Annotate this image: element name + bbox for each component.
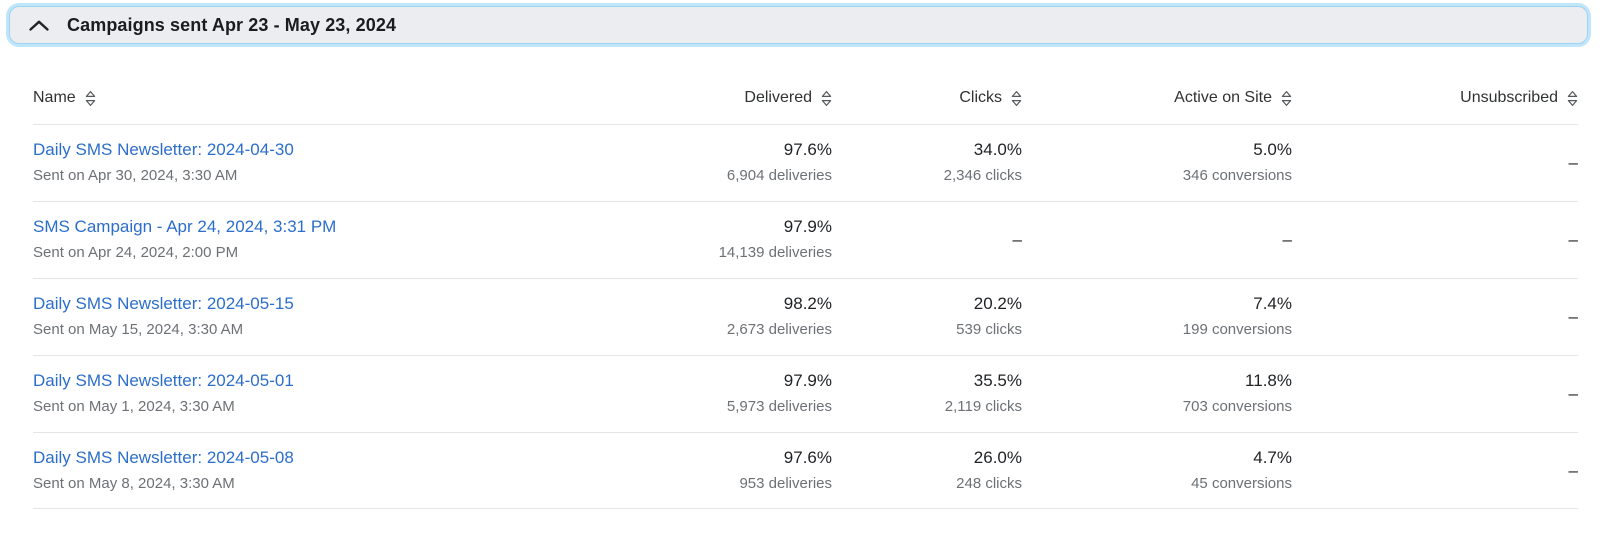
delivered-percent: 97.6% (783, 447, 832, 467)
delivered-count: 6,904 deliveries (726, 167, 832, 184)
name-cell: Daily SMS Newsletter: 2024-05-15 Sent on… (33, 279, 682, 355)
sort-icon[interactable] (1011, 90, 1022, 107)
clicks-cell: 34.0% 2,346 clicks (832, 125, 1022, 201)
campaign-link[interactable]: Daily SMS Newsletter: 2024-04-30 (33, 140, 294, 159)
unsubscribed-value: – (1568, 153, 1578, 172)
campaigns-table: Name Delivered Clicks Active on Site Uns… (33, 72, 1578, 509)
active-count: 45 conversions (1191, 474, 1292, 492)
sort-icon[interactable] (821, 90, 832, 107)
delivered-count: 14,139 deliveries (718, 244, 832, 261)
table-row: Daily SMS Newsletter: 2024-05-01 Sent on… (33, 355, 1578, 432)
active-count: 346 conversions (1182, 167, 1292, 184)
name-cell: Daily SMS Newsletter: 2024-04-30 Sent on… (33, 125, 682, 201)
sort-icon[interactable] (85, 90, 96, 107)
campaign-link[interactable]: SMS Campaign - Apr 24, 2024, 3:31 PM (33, 217, 337, 236)
campaign-link[interactable]: Daily SMS Newsletter: 2024-05-15 (33, 294, 294, 313)
clicks-cell: – (832, 202, 1022, 278)
column-label: Delivered (744, 89, 812, 106)
column-label: Name (33, 89, 76, 106)
clicks-cell: 20.2% 539 clicks (832, 279, 1022, 355)
campaign-sent-date: Sent on May 1, 2024, 3:30 AM (33, 398, 235, 415)
delivered-cell: 97.6% 953 deliveries (682, 433, 832, 508)
column-header-name[interactable]: Name (33, 89, 682, 107)
table-row: SMS Campaign - Apr 24, 2024, 3:31 PM Sen… (33, 201, 1578, 278)
name-cell: Daily SMS Newsletter: 2024-05-08 Sent on… (33, 433, 682, 508)
unsubscribed-cell: – (1292, 433, 1578, 508)
delivered-percent: 97.9% (783, 371, 832, 390)
campaign-sent-date: Sent on Apr 24, 2024, 2:00 PM (33, 244, 239, 261)
clicks-count: 539 clicks (956, 321, 1022, 338)
clicks-cell: 26.0% 248 clicks (832, 433, 1022, 508)
column-label: Active on Site (1174, 89, 1272, 106)
active-percent: 7.4% (1253, 294, 1292, 313)
delivered-count: 2,673 deliveries (726, 321, 832, 338)
active-percent: 4.7% (1253, 447, 1292, 467)
campaign-link[interactable]: Daily SMS Newsletter: 2024-05-01 (33, 371, 294, 390)
table-row: Daily SMS Newsletter: 2024-05-08 Sent on… (33, 432, 1578, 509)
unsubscribed-cell: – (1292, 356, 1578, 432)
delivered-count: 5,973 deliveries (726, 398, 832, 415)
delivered-cell: 98.2% 2,673 deliveries (682, 279, 832, 355)
delivered-cell: 97.6% 6,904 deliveries (682, 125, 832, 201)
unsubscribed-cell: – (1292, 125, 1578, 201)
sort-icon[interactable] (1567, 90, 1578, 107)
active-on-site-cell: 11.8% 703 conversions (1022, 356, 1292, 432)
delivered-percent: 97.9% (783, 217, 832, 236)
clicks-percent: 26.0% (973, 447, 1022, 467)
unsubscribed-cell: – (1292, 279, 1578, 355)
campaign-sent-date: Sent on May 8, 2024, 3:30 AM (33, 474, 235, 492)
active-on-site-cell: – (1022, 202, 1292, 278)
active-percent: – (1282, 230, 1292, 249)
unsubscribed-value: – (1568, 460, 1578, 480)
campaign-sent-date: Sent on Apr 30, 2024, 3:30 AM (33, 167, 238, 184)
clicks-count: 2,346 clicks (943, 167, 1022, 184)
unsubscribed-value: – (1568, 384, 1578, 403)
active-on-site-cell: 7.4% 199 conversions (1022, 279, 1292, 355)
sort-icon[interactable] (1281, 90, 1292, 107)
column-header-delivered[interactable]: Delivered (682, 89, 832, 107)
column-header-clicks[interactable]: Clicks (832, 89, 1022, 107)
clicks-percent: 35.5% (973, 371, 1022, 390)
delivered-cell: 97.9% 5,973 deliveries (682, 356, 832, 432)
delivered-cell: 97.9% 14,139 deliveries (682, 202, 832, 278)
delivered-percent: 98.2% (783, 294, 832, 313)
active-count: 199 conversions (1182, 321, 1292, 338)
clicks-count: 248 clicks (956, 474, 1022, 492)
campaigns-section-header[interactable]: Campaigns sent Apr 23 - May 23, 2024 (9, 6, 1588, 44)
active-on-site-cell: 5.0% 346 conversions (1022, 125, 1292, 201)
column-header-active-on-site[interactable]: Active on Site (1022, 89, 1292, 107)
clicks-cell: 35.5% 2,119 clicks (832, 356, 1022, 432)
clicks-percent: 20.2% (973, 294, 1022, 313)
active-on-site-cell: 4.7% 45 conversions (1022, 433, 1292, 508)
unsubscribed-cell: – (1292, 202, 1578, 278)
column-header-unsubscribed[interactable]: Unsubscribed (1292, 89, 1578, 107)
delivered-count: 953 deliveries (739, 474, 832, 492)
section-title: Campaigns sent Apr 23 - May 23, 2024 (67, 14, 397, 35)
column-label: Unsubscribed (1460, 89, 1558, 106)
table-row: Daily SMS Newsletter: 2024-05-15 Sent on… (33, 278, 1578, 355)
clicks-count: 2,119 clicks (944, 398, 1022, 415)
active-percent: 5.0% (1253, 140, 1292, 159)
active-percent: 11.8% (1245, 371, 1292, 390)
clicks-percent: – (1012, 230, 1022, 249)
name-cell: SMS Campaign - Apr 24, 2024, 3:31 PM Sen… (33, 202, 682, 278)
column-label: Clicks (959, 89, 1002, 106)
active-count: 703 conversions (1182, 398, 1292, 415)
name-cell: Daily SMS Newsletter: 2024-05-01 Sent on… (33, 356, 682, 432)
table-row: Daily SMS Newsletter: 2024-04-30 Sent on… (33, 124, 1578, 201)
campaign-link[interactable]: Daily SMS Newsletter: 2024-05-08 (33, 447, 294, 467)
campaign-sent-date: Sent on May 15, 2024, 3:30 AM (33, 321, 244, 338)
clicks-percent: 34.0% (973, 140, 1022, 159)
unsubscribed-value: – (1568, 307, 1578, 326)
delivered-percent: 97.6% (783, 140, 832, 159)
table-header-row: Name Delivered Clicks Active on Site Uns… (33, 72, 1578, 124)
chevron-up-icon[interactable] (28, 19, 50, 32)
unsubscribed-value: – (1568, 230, 1578, 249)
